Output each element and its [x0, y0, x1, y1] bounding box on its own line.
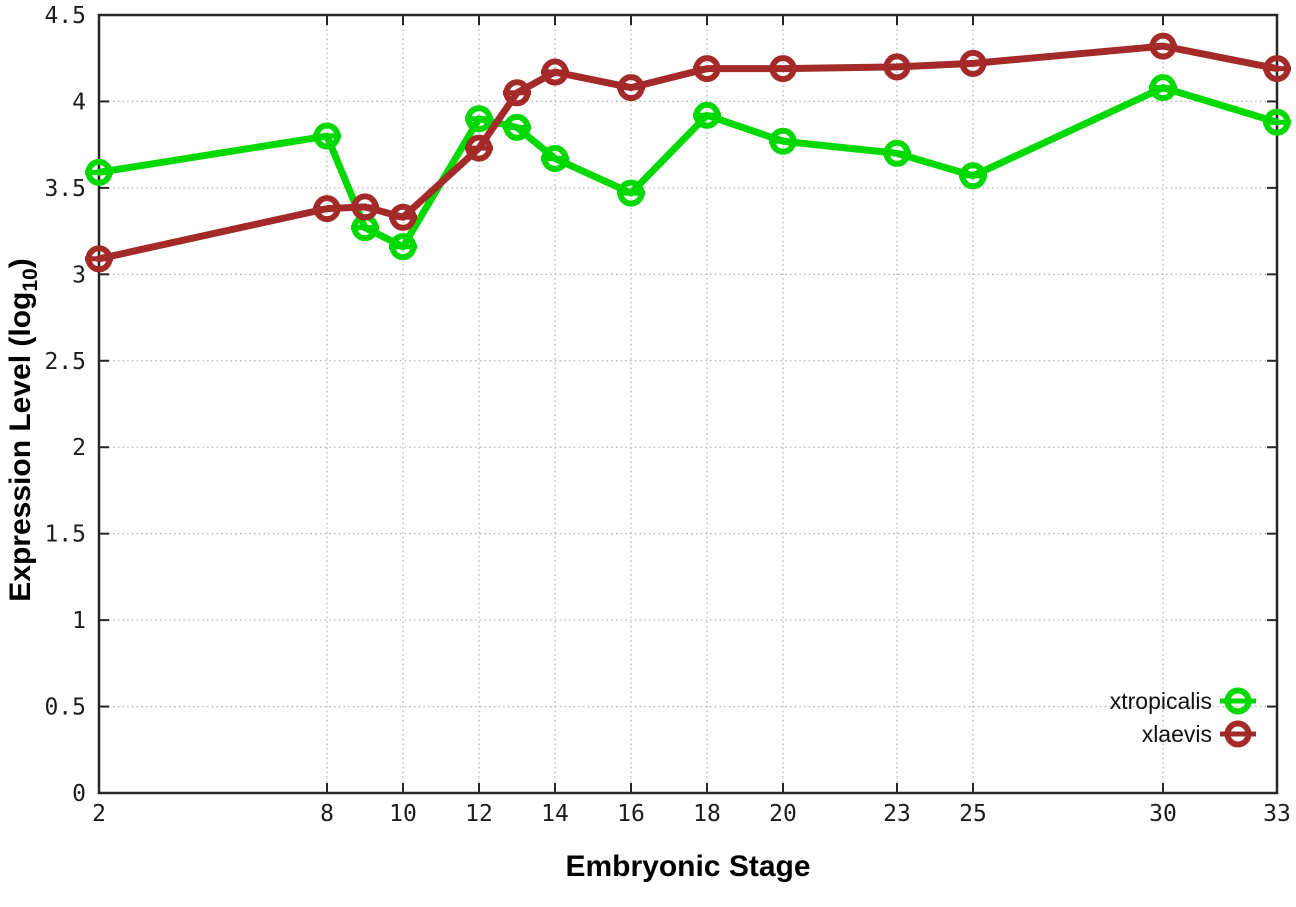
x-axis-title: Embryonic Stage: [565, 850, 810, 883]
x-tick-label: 14: [541, 801, 569, 827]
y-tick-label: 0.5: [44, 695, 86, 721]
data-point-xlaevis-stage-13: [503, 79, 531, 107]
data-point-xtropicalis-stage-16: [617, 179, 645, 207]
data-point-xlaevis-stage-10: [389, 203, 417, 231]
x-tick-label: 33: [1263, 801, 1291, 827]
x-tick-label: 30: [1149, 801, 1177, 827]
y-axis-title-subscript: 10: [19, 268, 42, 291]
y-tick-label: 2.5: [44, 349, 86, 375]
x-tick-label: 20: [769, 801, 797, 827]
data-point-xlaevis-stage-23: [883, 53, 911, 81]
data-point-xlaevis-stage-25: [959, 49, 987, 77]
y-axis-title-close: ): [4, 258, 37, 268]
data-point-xtropicalis-stage-25: [959, 162, 987, 190]
tick-layer: [98, 14, 1278, 794]
x-tick-label: 10: [389, 801, 417, 827]
data-point-xlaevis-stage-8: [313, 195, 341, 223]
data-point-xtropicalis-stage-23: [883, 139, 911, 167]
data-point-xlaevis-stage-16: [617, 74, 645, 102]
x-tick-label: 16: [617, 801, 645, 827]
data-point-xtropicalis-stage-2: [85, 158, 113, 186]
y-tick-label: 2: [72, 435, 86, 461]
y-tick-label: 0: [72, 781, 86, 807]
data-point-xtropicalis-stage-20: [769, 127, 797, 155]
tick-label-layer: 2 8 10 12 14 16 18 20 23 25 30 33 0 0.5 1 1.5 2 2.5 3 3.5 4 4…: [44, 3, 1290, 827]
y-tick-label: 4.5: [44, 3, 86, 29]
legend-label-xtropicalis: xtropicalis: [1110, 688, 1212, 714]
y-tick-label: 1.5: [44, 522, 86, 548]
data-point-xlaevis-stage-14: [541, 58, 569, 86]
x-tick-label: 18: [693, 801, 721, 827]
data-point-xtropicalis-stage-12: [465, 105, 493, 133]
data-point-xlaevis-stage-2: [85, 245, 113, 273]
data-point-xlaevis-stage-33: [1263, 55, 1291, 83]
y-axis-title-main: Expression Level (log: [4, 292, 37, 602]
x-tick-label: 12: [465, 801, 493, 827]
x-tick-label: 25: [959, 801, 987, 827]
y-axis-title: Expression Level (log10): [4, 258, 42, 601]
data-point-xtropicalis-stage-13: [503, 113, 531, 141]
legend-label-xlaevis: xlaevis: [1142, 721, 1212, 747]
data-point-xtropicalis-stage-33: [1263, 108, 1291, 136]
data-point-xlaevis-stage-20: [769, 55, 797, 83]
data-point-xtropicalis-stage-14: [541, 144, 569, 172]
legend-sample-marker-xlaevis: [1224, 720, 1252, 748]
legend-sample-marker-xtropicalis: [1224, 687, 1252, 715]
plot-border: [97, 13, 1279, 795]
data-point-xlaevis-stage-9: [351, 193, 379, 221]
data-point-xlaevis-stage-30: [1149, 32, 1177, 60]
legend: xtropicalis xlaevis: [1110, 687, 1256, 748]
data-point-xlaevis-stage-12: [465, 134, 493, 162]
y-tick-label: 1: [72, 608, 86, 634]
x-tick-label: 2: [92, 801, 106, 827]
y-tick-label: 3: [72, 262, 86, 288]
data-point-xtropicalis-stage-18: [693, 101, 721, 129]
data-point-xtropicalis-stage-10: [389, 233, 417, 261]
x-tick-label: 23: [883, 801, 911, 827]
x-tick-label: 8: [320, 801, 334, 827]
data-point-xlaevis-stage-18: [693, 55, 721, 83]
series-line-xlaevis: [95, 42, 1281, 263]
data-point-xtropicalis-stage-30: [1149, 74, 1177, 102]
y-tick-label: 3.5: [44, 176, 86, 202]
y-tick-label: 4: [72, 89, 86, 115]
data-point-xtropicalis-stage-8: [313, 122, 341, 150]
grid-layer: [99, 15, 1277, 793]
series-layer: [85, 32, 1291, 273]
